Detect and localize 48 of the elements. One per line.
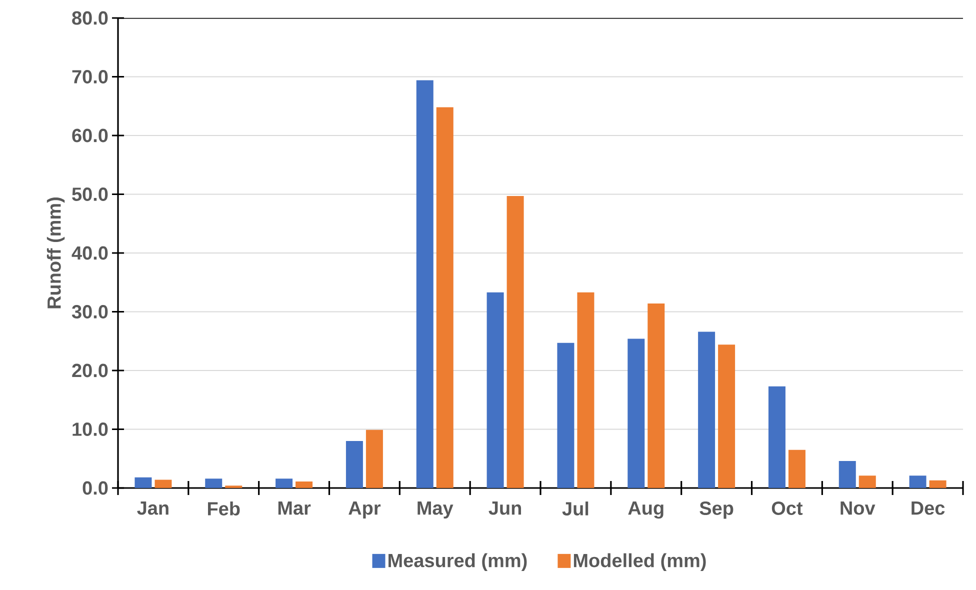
bar [154,480,172,488]
bar [416,80,434,488]
bar [628,338,645,488]
y-tick-label: 50.0 [72,188,108,201]
y-tick-label: 40.0 [72,246,108,260]
x-tick-label: Apr [348,502,381,519]
bar [366,430,383,488]
x-tick-label: Dec [912,502,945,515]
y-tick-label: 0.0 [82,481,108,495]
legend-label: Modelled (mm) [574,553,706,572]
bar [718,344,736,488]
x-tick-label: Nov [840,502,876,515]
legend-label: Measured (mm) [388,553,527,572]
bar [225,486,242,488]
bar [296,482,313,488]
bar [506,196,524,488]
x-tick-label: Jul [562,502,588,516]
bar [838,460,856,488]
bar [648,304,665,488]
x-tick-label: Feb [208,502,240,516]
bar [557,342,574,488]
bar [909,476,926,488]
bar [768,386,786,488]
x-tick-label: Jan [137,502,168,515]
bar [788,450,806,488]
x-tick-label: Oct [772,502,803,515]
bar [698,332,716,488]
bar [858,476,876,488]
x-tick-label: Aug [628,502,664,519]
bar [134,477,152,488]
bar [486,292,504,488]
y-tick-label: 10.0 [72,422,108,436]
x-tick-label: Jun [488,502,522,515]
x-tick-label: Mar [278,502,311,515]
x-tick-label: May [418,502,454,519]
bar [577,292,594,488]
y-tick-label: 30.0 [72,305,108,318]
x-tick-label: Sep [700,502,734,519]
y-tick-label: 80.0 [72,11,108,25]
bar [276,478,293,488]
bar [929,480,946,488]
bar [205,478,222,488]
y-tick-label: 70.0 [72,70,108,84]
y-axis-title: Runoff (mm) [46,198,65,308]
bar [436,107,454,488]
y-tick-label: 20.0 [72,364,108,378]
y-tick-label: 60.0 [72,128,108,142]
bar [346,441,363,488]
